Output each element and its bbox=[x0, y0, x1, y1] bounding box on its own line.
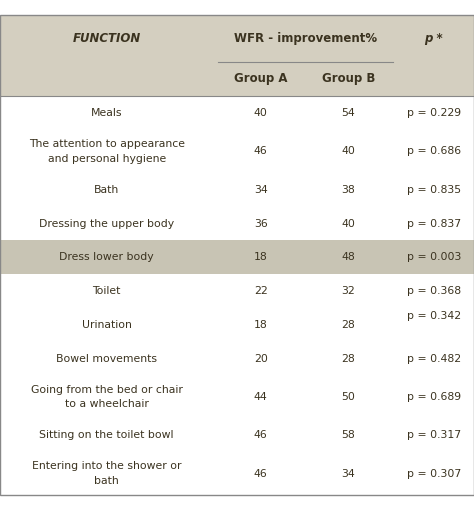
Text: p = 0.229: p = 0.229 bbox=[407, 108, 461, 118]
Text: Bath: Bath bbox=[94, 185, 119, 194]
Text: p = 0.837: p = 0.837 bbox=[407, 219, 461, 228]
Bar bbox=[0, 308, 474, 342]
Bar bbox=[0, 173, 474, 207]
Text: Urination: Urination bbox=[82, 320, 132, 330]
Bar bbox=[0, 376, 474, 419]
Text: 40: 40 bbox=[254, 108, 268, 118]
Text: WFR - improvement%: WFR - improvement% bbox=[234, 32, 377, 45]
Bar bbox=[0, 62, 474, 96]
Text: 46: 46 bbox=[254, 430, 268, 440]
Bar bbox=[0, 240, 474, 274]
Text: Sitting on the toilet bowl: Sitting on the toilet bowl bbox=[39, 430, 174, 440]
Bar bbox=[0, 274, 474, 308]
Bar bbox=[0, 207, 474, 240]
Text: 32: 32 bbox=[341, 286, 356, 296]
Bar bbox=[0, 15, 474, 62]
Bar bbox=[0, 342, 474, 376]
Text: p = 0.482: p = 0.482 bbox=[407, 354, 461, 364]
Bar bbox=[0, 96, 474, 130]
Text: 54: 54 bbox=[341, 108, 356, 118]
Text: 50: 50 bbox=[341, 392, 356, 402]
Text: p = 0.342: p = 0.342 bbox=[407, 311, 461, 321]
Text: 22: 22 bbox=[254, 286, 268, 296]
Text: 20: 20 bbox=[254, 354, 268, 364]
Text: 44: 44 bbox=[254, 392, 268, 402]
Bar bbox=[0, 452, 474, 495]
Text: 18: 18 bbox=[254, 252, 268, 262]
Text: p = 0.368: p = 0.368 bbox=[407, 286, 461, 296]
Text: to a wheelchair: to a wheelchair bbox=[65, 399, 148, 410]
Text: Group B: Group B bbox=[322, 72, 375, 85]
Text: bath: bath bbox=[94, 476, 119, 486]
Text: Toilet: Toilet bbox=[92, 286, 121, 296]
Text: 28: 28 bbox=[341, 354, 356, 364]
Text: p = 0.317: p = 0.317 bbox=[407, 430, 461, 440]
Text: Group A: Group A bbox=[234, 72, 287, 85]
Text: Meals: Meals bbox=[91, 108, 122, 118]
Text: 46: 46 bbox=[254, 469, 268, 479]
Text: 46: 46 bbox=[254, 146, 268, 157]
Text: Going from the bed or chair: Going from the bed or chair bbox=[31, 385, 182, 395]
Text: and personal hygiene: and personal hygiene bbox=[47, 154, 166, 164]
Bar bbox=[0, 419, 474, 452]
Text: FUNCTION: FUNCTION bbox=[73, 32, 141, 45]
Text: p *: p * bbox=[424, 32, 443, 45]
Text: 48: 48 bbox=[341, 252, 356, 262]
Text: 18: 18 bbox=[254, 320, 268, 330]
Text: 28: 28 bbox=[341, 320, 356, 330]
Text: p = 0.003: p = 0.003 bbox=[407, 252, 461, 262]
Text: 38: 38 bbox=[341, 185, 356, 194]
Text: 34: 34 bbox=[341, 469, 356, 479]
Text: 58: 58 bbox=[341, 430, 356, 440]
Text: 40: 40 bbox=[341, 219, 356, 228]
Text: 36: 36 bbox=[254, 219, 268, 228]
Bar bbox=[0, 130, 474, 173]
Text: 34: 34 bbox=[254, 185, 268, 194]
Text: p = 0.689: p = 0.689 bbox=[407, 392, 461, 402]
Text: Entering into the shower or: Entering into the shower or bbox=[32, 462, 182, 471]
Text: p = 0.686: p = 0.686 bbox=[407, 146, 461, 157]
Text: Dress lower body: Dress lower body bbox=[59, 252, 154, 262]
Text: p = 0.835: p = 0.835 bbox=[407, 185, 461, 194]
Text: 40: 40 bbox=[341, 146, 356, 157]
Text: Bowel movements: Bowel movements bbox=[56, 354, 157, 364]
Text: Dressing the upper body: Dressing the upper body bbox=[39, 219, 174, 228]
Text: The attention to appearance: The attention to appearance bbox=[28, 139, 185, 149]
Text: p = 0.307: p = 0.307 bbox=[407, 469, 461, 479]
